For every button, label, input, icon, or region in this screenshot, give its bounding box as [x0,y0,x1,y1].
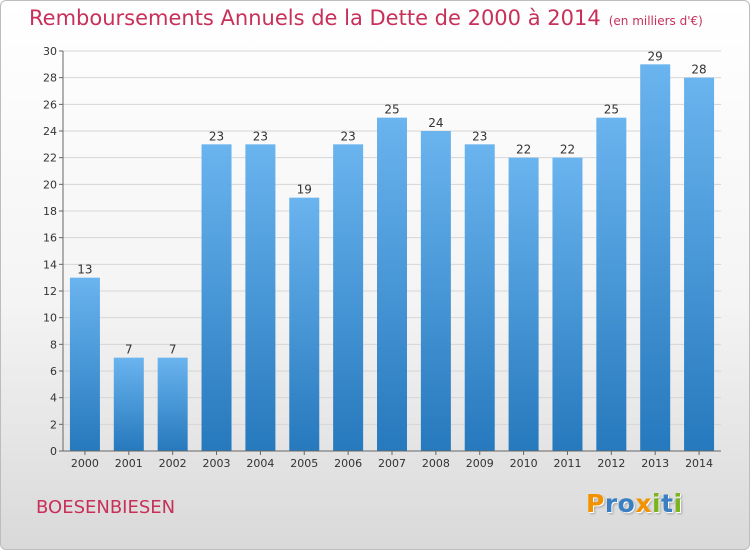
label-layer: 13 7 7 23 23 19 23 25 24 23 22 22 25 29 28 [77,49,706,356]
x-tick-label: 2014 [685,457,713,470]
x-tick-label: 2005 [290,457,318,470]
y-tick-label: 22 [43,152,57,165]
bar [113,357,144,451]
y-tick-label: 10 [43,312,57,325]
logo-letter: r [604,489,618,518]
unit-note: (en milliers d'€) [608,14,703,28]
bar [201,144,232,452]
x-tick-label: 2003 [203,457,231,470]
bar-value-label: 7 [169,343,177,357]
bar-value-label: 28 [691,63,706,77]
bar [464,144,495,452]
chart-title-text: Remboursements Annuels de la Dette de 20… [29,6,601,30]
logo-letter: i [652,489,662,518]
bar [377,117,407,452]
x-tick-label: 2009 [466,457,494,470]
y-tick-label: 14 [43,258,57,271]
y-tick-label: 8 [50,338,57,351]
bar-value-label: 29 [648,49,663,63]
y-tick-label: 30 [43,45,57,58]
bar-value-label: 22 [516,143,531,157]
logo-letter: i [673,489,683,518]
x-tick-label: 2007 [378,457,406,470]
proxiti-logo[interactable]: Proxiti [586,489,683,518]
bar-value-label: 23 [472,129,487,143]
bar [596,117,627,452]
bar-layer [69,64,715,452]
x-tick-label: 2004 [246,457,274,470]
bar-value-label: 23 [253,129,268,143]
logo-letter: P [586,489,605,518]
y-tick-label: 28 [43,72,57,85]
x-tick-label: 2001 [115,457,143,470]
bar [69,277,100,451]
y-tick-label: 6 [50,365,57,378]
x-tick-label: 2006 [334,457,362,470]
y-tick-label: 2 [50,418,57,431]
bar-value-label: 7 [125,343,133,357]
y-tick-label: 4 [50,392,57,405]
bar-value-label: 19 [297,183,312,197]
logo-letter: o [617,489,636,518]
y-tick-label: 18 [43,205,57,218]
y-tick-label: 0 [50,445,57,458]
y-tick-label: 24 [43,125,57,138]
commune-name: BOESENBIESEN [36,497,176,518]
x-tick-label: 2013 [641,457,669,470]
bar-value-label: 13 [77,263,92,277]
bar-value-label: 22 [560,143,575,157]
x-tick-label: 2000 [71,457,99,470]
x-tick-label: 2008 [422,457,450,470]
bar-value-label: 25 [604,103,619,117]
bar-value-label: 24 [428,116,443,130]
bar [289,197,320,451]
y-tick-label: 16 [43,232,57,245]
chart-title: Remboursements Annuels de la Dette de 20… [29,6,703,30]
x-tick-label: 2002 [159,457,187,470]
bar [333,144,364,452]
bar [245,144,276,452]
x-tick-label: 2012 [597,457,625,470]
bar [508,157,539,451]
x-tick-label: 2011 [553,457,581,470]
y-tick-label: 20 [43,178,57,191]
bar [684,77,715,452]
logo-letter: x [635,489,652,518]
bar-value-label: 25 [384,103,399,117]
y-tick-label: 12 [43,285,57,298]
logo-letter: t [661,489,674,518]
x-tick-label: 2010 [510,457,538,470]
bar-value-label: 23 [209,129,224,143]
bar [552,157,583,451]
bar [640,64,671,452]
y-tick-label: 26 [43,98,57,111]
bar [420,131,451,451]
bar-value-label: 23 [340,129,355,143]
bar [157,357,188,451]
